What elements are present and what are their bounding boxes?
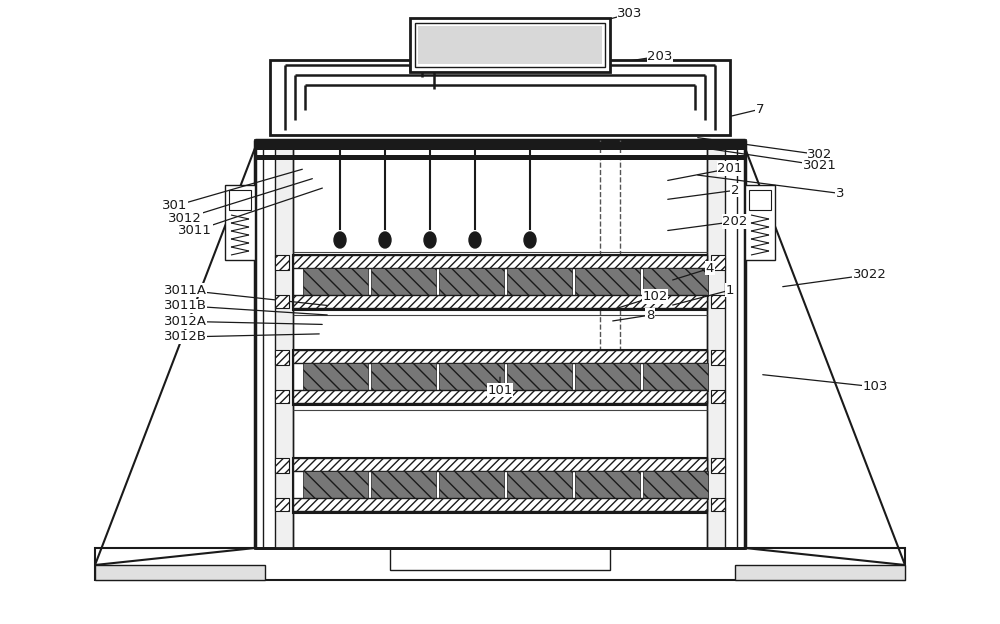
Bar — [255, 155, 745, 160]
Bar — [749, 190, 771, 210]
Text: 3012: 3012 — [168, 212, 202, 225]
Bar — [293, 458, 707, 471]
Bar — [735, 565, 905, 580]
Bar — [643, 268, 708, 296]
Bar — [275, 140, 293, 548]
Bar — [275, 295, 289, 308]
Bar — [293, 498, 707, 511]
Text: 4: 4 — [706, 262, 714, 275]
Text: 103: 103 — [862, 381, 888, 393]
Bar — [95, 548, 905, 580]
Text: 302: 302 — [807, 149, 833, 161]
Text: 101: 101 — [487, 384, 513, 396]
Bar — [225, 185, 255, 260]
Bar — [293, 295, 707, 308]
Text: 3011A: 3011A — [164, 284, 207, 296]
Text: 3021: 3021 — [803, 159, 837, 172]
Bar — [711, 295, 725, 308]
Text: 3: 3 — [836, 187, 844, 200]
Text: 3012B: 3012B — [164, 331, 207, 343]
Ellipse shape — [524, 232, 536, 248]
Bar — [575, 268, 640, 296]
Ellipse shape — [379, 232, 391, 248]
Bar — [293, 350, 707, 363]
Bar — [293, 255, 707, 310]
Bar — [711, 458, 725, 473]
Bar — [275, 350, 289, 365]
Bar — [507, 268, 572, 296]
Bar — [255, 140, 745, 548]
Bar — [293, 350, 707, 405]
Bar — [270, 60, 730, 135]
Bar — [255, 142, 745, 150]
Bar — [410, 18, 610, 72]
Text: 201: 201 — [717, 162, 743, 175]
Bar — [390, 548, 610, 570]
Bar — [95, 565, 265, 580]
Bar — [371, 471, 436, 499]
Bar — [575, 363, 640, 391]
Bar — [439, 268, 504, 296]
Bar — [293, 390, 707, 403]
Bar — [293, 255, 707, 268]
Text: 7: 7 — [756, 103, 764, 115]
Bar — [275, 390, 289, 403]
Text: 202: 202 — [722, 215, 748, 228]
Bar — [439, 471, 504, 499]
Text: 203: 203 — [647, 50, 673, 62]
Bar — [507, 363, 572, 391]
Bar — [439, 363, 504, 391]
Bar — [711, 255, 725, 270]
Bar — [415, 23, 605, 67]
Bar — [275, 498, 289, 511]
Bar — [371, 363, 436, 391]
Bar — [707, 140, 725, 548]
Text: 1: 1 — [726, 284, 734, 296]
Text: 2: 2 — [731, 184, 739, 197]
Bar — [418, 26, 602, 64]
Text: 303: 303 — [617, 7, 643, 20]
Bar — [303, 471, 368, 499]
Bar — [303, 268, 368, 296]
Bar — [643, 363, 708, 391]
Bar — [371, 268, 436, 296]
Text: 301: 301 — [162, 200, 188, 212]
Bar — [643, 471, 708, 499]
Text: 102: 102 — [642, 290, 668, 303]
Bar — [711, 498, 725, 511]
Text: 3011B: 3011B — [164, 300, 207, 312]
Bar — [229, 190, 251, 210]
Bar — [303, 363, 368, 391]
Text: 3011: 3011 — [178, 225, 212, 237]
Bar — [293, 458, 707, 513]
Bar — [575, 471, 640, 499]
Ellipse shape — [334, 232, 346, 248]
Bar — [711, 350, 725, 365]
Text: 8: 8 — [646, 309, 654, 321]
Bar — [275, 255, 289, 270]
Text: 3012A: 3012A — [164, 315, 207, 328]
Bar — [745, 185, 775, 260]
Ellipse shape — [424, 232, 436, 248]
Bar — [275, 458, 289, 473]
Bar — [507, 471, 572, 499]
Bar — [711, 390, 725, 403]
Text: 3022: 3022 — [853, 268, 887, 281]
Ellipse shape — [469, 232, 481, 248]
